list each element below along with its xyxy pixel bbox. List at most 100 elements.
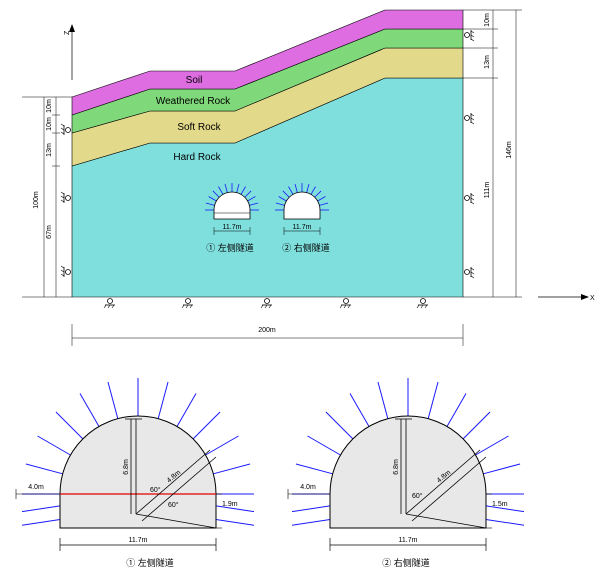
soil-label: Soil — [186, 75, 203, 86]
detail-right-angle: 60° — [412, 492, 423, 500]
detail-left-side: 1.9m — [222, 501, 238, 508]
left-hard-dim: 67m — [46, 225, 53, 239]
left-soft-dim: 13m — [46, 143, 53, 157]
detail-right-caption: ② 右侧隧道 — [382, 557, 430, 568]
detail-left-width: 11.7m — [129, 537, 148, 544]
rock-bolt — [306, 183, 310, 193]
detail-right-width: 11.7m — [399, 537, 418, 544]
rock-bolt — [275, 202, 285, 206]
right-soil-dim: 10m — [484, 13, 491, 27]
z-axis-label: Z — [64, 30, 71, 35]
tunnel-detail-left: 4.0m 6.8m 4.8m 60° 60° 1.9m 11.7m ① 左侧隧道 — [15, 378, 255, 568]
detail-left-caption: ① 左侧隧道 — [126, 557, 174, 568]
detail-right-offset: 4.0m — [300, 484, 316, 491]
rock-bolt — [314, 190, 322, 198]
right-hard-dim: 111m — [484, 182, 491, 199]
rock-bolt — [208, 196, 217, 202]
hard-label: Hard Rock — [173, 152, 221, 163]
rock-bolt — [247, 196, 256, 202]
rock-bolt — [192, 411, 221, 440]
support-symbol — [181, 298, 193, 309]
support-symbol — [60, 191, 71, 203]
support-symbol — [464, 193, 475, 205]
small-left-caption: ① 左侧隧道 — [206, 242, 254, 253]
rock-bolt — [294, 183, 298, 193]
small-right-caption: ② 右侧隧道 — [282, 242, 330, 253]
rock-bolt — [349, 393, 370, 427]
rock-bolt — [282, 190, 290, 198]
rock-bolt — [215, 505, 255, 513]
tunnel-detail-right: 4.0m 6.8m 4.8m 60° 1.5m 11.7m ② 右侧隧道 — [287, 378, 525, 568]
support-symbol — [339, 298, 351, 309]
support-symbol — [260, 298, 272, 309]
rock-bolt — [291, 519, 331, 526]
rock-bolt — [107, 381, 119, 419]
right-weathered-dim: 13m — [484, 55, 491, 69]
support-symbol — [416, 298, 428, 309]
rock-bolt — [79, 393, 100, 427]
rock-bolt — [205, 202, 215, 206]
rock-bolt — [25, 463, 63, 475]
support-symbol — [464, 113, 475, 125]
detail-left-offset: 4.0m — [28, 484, 44, 491]
soft-label: Soft Rock — [177, 122, 221, 133]
rock-bolt — [483, 463, 521, 475]
rock-bolt — [213, 463, 251, 475]
left-soil-dim: 10m — [46, 99, 53, 113]
rock-bolt — [427, 381, 439, 419]
small-width-left: 11.7m — [223, 224, 242, 231]
support-symbol — [60, 123, 71, 135]
small-width-right: 11.7m — [293, 224, 312, 231]
right-total-dim: 146m — [506, 141, 513, 159]
small-tunnel-left — [205, 183, 259, 220]
boundary-supports — [60, 30, 475, 309]
rock-bolt — [310, 186, 316, 195]
rock-bolt — [485, 519, 525, 526]
rock-bolt — [236, 183, 240, 193]
rock-bolt — [325, 411, 354, 440]
support-symbol — [103, 298, 115, 309]
rock-bolt — [317, 196, 326, 202]
detail-right-side: 1.5m — [492, 501, 508, 508]
rock-bolt — [319, 202, 329, 206]
rock-bolt — [37, 435, 71, 456]
support-symbol — [464, 30, 475, 42]
rock-bolt — [291, 505, 331, 513]
rock-bolt — [446, 393, 467, 427]
rock-bolt — [377, 381, 389, 419]
weathered-label: Weathered Rock — [156, 96, 231, 107]
width-dim: 200m — [258, 327, 276, 334]
rock-bolt — [176, 393, 197, 427]
x-axis-label: X — [590, 295, 595, 302]
rock-bolt — [205, 435, 239, 456]
detail-left-angle: 60° — [150, 486, 161, 494]
rock-bolt — [157, 381, 169, 419]
rock-bolt — [295, 463, 333, 475]
rock-bolt — [218, 186, 224, 195]
rock-bolt — [485, 505, 525, 513]
small-tunnel-right — [275, 183, 329, 220]
geology-section: Soil Weathered Rock Soft Rock Hard Rock … — [22, 9, 595, 346]
rock-bolt — [278, 196, 287, 202]
support-symbol — [60, 265, 71, 277]
left-weathered-dim: 10m — [46, 117, 53, 131]
detail-left-height: 6.8m — [123, 459, 130, 475]
rock-bolt — [212, 190, 220, 198]
rock-bolt — [462, 411, 491, 440]
detail-right-height: 6.8m — [393, 459, 400, 475]
rock-bolt — [249, 202, 259, 206]
rock-bolt — [244, 190, 252, 198]
rock-bolt — [307, 435, 341, 456]
support-symbol — [464, 267, 475, 279]
detail-left-angle-bottom: 60° — [168, 501, 179, 509]
rock-bolt — [240, 186, 246, 195]
rock-bolt — [21, 519, 61, 526]
rock-bolt — [475, 435, 509, 456]
rock-bolt — [215, 519, 255, 526]
rock-bolt — [224, 183, 228, 193]
rock-bolt — [55, 411, 84, 440]
rock-bolt — [288, 186, 294, 195]
left-total-dim: 100m — [33, 191, 40, 209]
rock-bolt — [21, 505, 61, 513]
